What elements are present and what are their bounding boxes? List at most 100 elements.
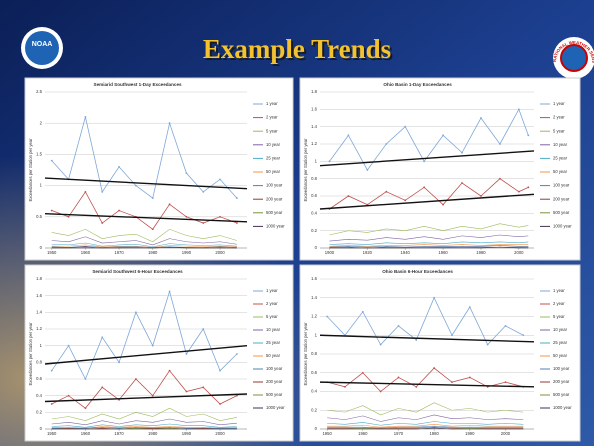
point [85, 116, 87, 118]
point [505, 325, 507, 327]
x-tick-label: 2000 [514, 250, 524, 255]
x-tick-label: 1960 [358, 431, 368, 436]
y-axis-label: Exceedances per Station per year [28, 138, 33, 202]
point [135, 378, 137, 380]
x-tick-label: 2000 [215, 431, 225, 436]
legend-label: 200 year [553, 379, 570, 384]
point [451, 381, 453, 383]
point [461, 182, 463, 184]
legend-label: 100 year [266, 183, 283, 188]
point [385, 143, 387, 145]
legend-label: 500 year [266, 392, 283, 397]
y-tick-label: 1.5 [36, 152, 42, 157]
point [415, 339, 417, 341]
chart-title: Ohio Basin 6-Hour Exceedances [382, 269, 453, 274]
legend-label: 200 year [553, 196, 570, 201]
point [85, 378, 87, 380]
point [169, 203, 171, 205]
legend-label: 500 year [553, 392, 570, 397]
point [348, 134, 350, 136]
y-tick-label: 0.2 [36, 409, 42, 414]
point [101, 336, 103, 338]
x-tick-label: 1990 [182, 431, 192, 436]
legend-label: 1 year [553, 288, 565, 293]
point [480, 195, 482, 197]
noaa-logo: NOAA [21, 27, 63, 69]
point [135, 185, 137, 187]
x-tick-label: 1980 [148, 250, 158, 255]
slide-title: Example Trends [203, 34, 391, 64]
y-tick-label: 0.2 [311, 407, 317, 412]
y-axis-label: Exceedances per Station per year [28, 322, 33, 386]
chart-title: Semiarid Southwest 1-Day Exceedances [94, 82, 183, 87]
x-tick-label: 1970 [394, 431, 404, 436]
legend-label: 10 year [553, 327, 568, 332]
point [186, 353, 188, 355]
point [219, 403, 221, 405]
point [348, 195, 350, 197]
legend-label: 1000 year [266, 405, 285, 410]
point [469, 306, 471, 308]
point [469, 377, 471, 379]
point [51, 370, 53, 372]
y-tick-label: 0.8 [311, 351, 317, 356]
y-tick-label: 1.8 [36, 276, 42, 281]
legend-label: 50 year [266, 353, 281, 358]
y-tick-label: 1.4 [311, 124, 317, 129]
point [51, 403, 53, 405]
y-tick-label: 1.4 [36, 309, 42, 314]
y-tick-label: 1.8 [311, 89, 317, 94]
point [442, 204, 444, 206]
x-tick-label: 1980 [148, 431, 158, 436]
y-tick-label: 0.8 [36, 359, 42, 364]
point [169, 370, 171, 372]
x-tick-label: 1980 [429, 431, 439, 436]
point [186, 172, 188, 174]
legend-label: 1000 year [553, 405, 572, 410]
legend-label: 1000 year [266, 224, 285, 229]
legend-label: 100 year [266, 366, 283, 371]
y-tick-label: 0.6 [311, 370, 317, 375]
point [202, 328, 204, 330]
legend-label: 50 year [266, 169, 281, 174]
point [442, 134, 444, 136]
x-tick-label: 1970 [114, 250, 124, 255]
legend-label: 10 year [266, 327, 281, 332]
legend-label: 1000 year [553, 224, 572, 229]
point [51, 160, 53, 162]
legend-label: 10 year [266, 142, 281, 147]
legend-label: 5 year [266, 128, 278, 133]
x-tick-label: 1980 [476, 250, 486, 255]
x-tick-label: 1960 [438, 250, 448, 255]
legend-label: 1 year [553, 101, 565, 106]
point [101, 191, 103, 193]
legend-label: 5 year [266, 314, 278, 319]
y-tick-label: 1.6 [311, 106, 317, 111]
point [236, 353, 238, 355]
y-tick-label: 0.2 [311, 228, 317, 233]
legend-label: 25 year [553, 156, 568, 161]
x-tick-label: 1990 [465, 431, 475, 436]
point [451, 334, 453, 336]
point [68, 216, 70, 218]
y-tick-label: 1.2 [311, 141, 317, 146]
y-tick-label: 0.4 [311, 210, 317, 215]
charts: Semiarid Southwest 1-Day Exceedances Exce… [25, 78, 580, 441]
x-tick-label: 1900 [325, 250, 335, 255]
y-tick-label: 0.8 [311, 176, 317, 181]
y-tick-label: 1.6 [36, 293, 42, 298]
legend-label: 25 year [553, 340, 568, 345]
legend-label: 5 year [553, 314, 565, 319]
chart-panel [300, 265, 580, 441]
legend-label: 1 year [266, 101, 278, 106]
chart-panel [300, 78, 580, 260]
point [152, 228, 154, 230]
chart-title: Semiarid Southwest 6-Hour Exceedances [92, 269, 183, 274]
point [68, 395, 70, 397]
y-tick-label: 0.4 [311, 389, 317, 394]
point [433, 297, 435, 299]
point [152, 395, 154, 397]
x-tick-label: 2000 [501, 431, 511, 436]
point [398, 325, 400, 327]
legend-label: 2 year [553, 301, 565, 306]
